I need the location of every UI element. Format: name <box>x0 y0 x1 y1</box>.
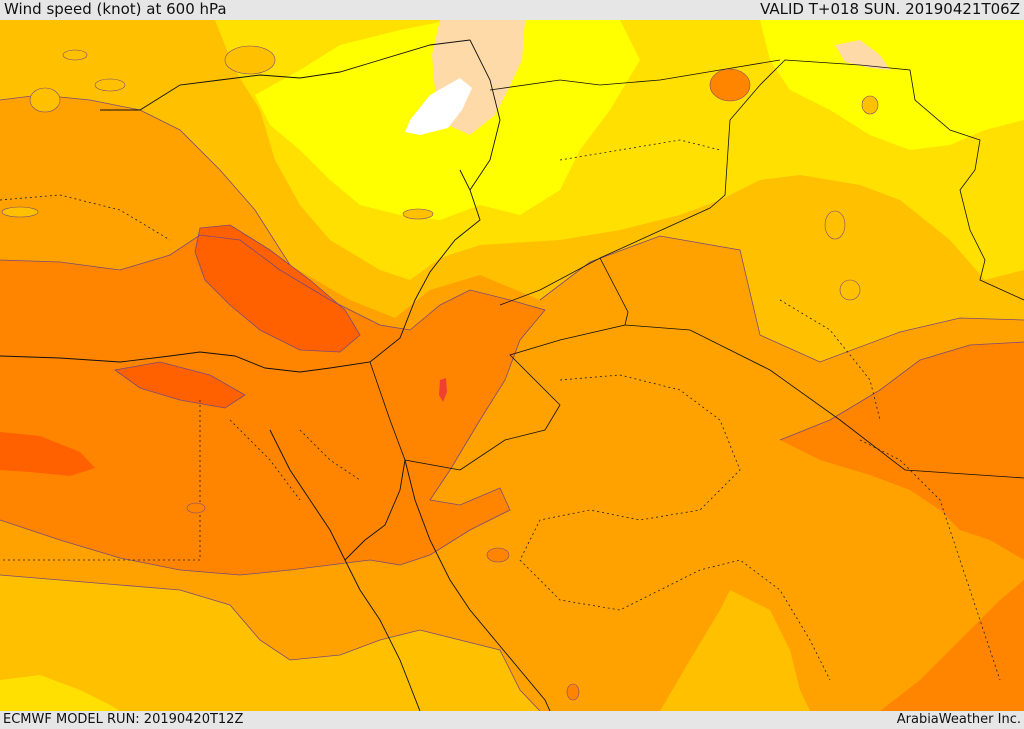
band-white <box>405 78 472 135</box>
header-bar: Wind speed (knot) at 600 hPa VALID T+018… <box>0 0 1024 20</box>
band-dark-orange-west <box>0 432 95 476</box>
map-title: Wind speed (knot) at 600 hPa <box>4 0 227 18</box>
band-orange-east <box>780 342 1024 560</box>
band-bright-yellow-ne <box>760 20 1024 150</box>
map-svg <box>0 20 1024 711</box>
band-orange-se <box>880 580 1024 711</box>
band-dark-orange-strip <box>115 362 245 408</box>
coastlines <box>0 39 551 711</box>
band-cream-ne <box>835 40 890 70</box>
band-yellow-bottom-left <box>0 675 120 711</box>
valid-time: VALID T+018 SUN. 20190421T06Z <box>760 0 1020 18</box>
model-run-label: ECMWF MODEL RUN: 20190420T12Z <box>3 712 244 727</box>
islands <box>1 45 879 301</box>
wind-speed-map <box>0 20 1024 711</box>
credit-label: ArabiaWeather Inc. <box>896 712 1021 727</box>
band-dark-orange-core <box>195 225 360 352</box>
small-orange-spots <box>186 68 751 701</box>
political-borders <box>369 59 1024 479</box>
band-gold-south <box>0 575 540 711</box>
band-red-spot <box>439 378 447 402</box>
dotted-borders <box>0 139 1001 681</box>
footer-bar: ECMWF MODEL RUN: 20190420T12Z ArabiaWeat… <box>0 711 1024 729</box>
band-orange-west <box>0 235 545 575</box>
band-gold-south-east <box>660 590 810 711</box>
